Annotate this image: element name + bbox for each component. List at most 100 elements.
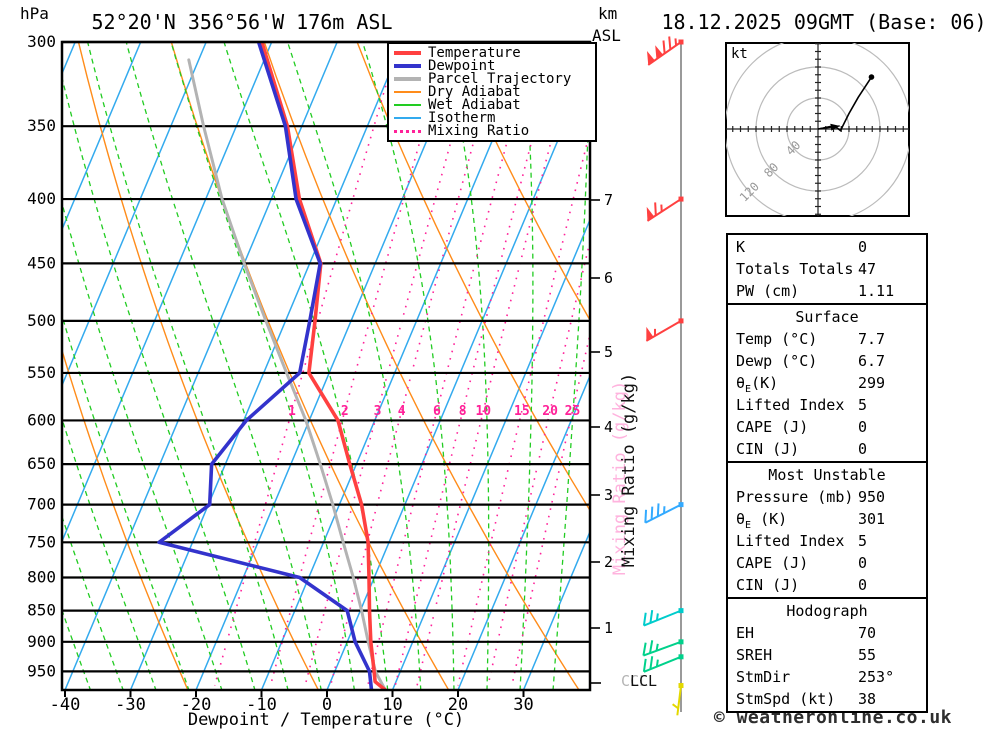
- svg-text:2: 2: [341, 404, 349, 419]
- table-row: Totals Totals 47: [736, 260, 877, 278]
- isotherm-line-sample: [394, 117, 421, 120]
- table-row: StmDir 253°: [736, 668, 895, 686]
- table-section-most-unstable: Most Unstable Pressure (mb) 950 θE (K) 301…: [726, 461, 928, 599]
- table-row: CAPE (J) 0: [736, 554, 868, 572]
- table-row: θE(K) 299: [736, 374, 886, 395]
- run-title: 18.12.2025 09GMT (Base: 06): [661, 10, 987, 34]
- wind-barb: [646, 196, 684, 222]
- background-lines: [62, 42, 590, 690]
- svg-text:4: 4: [604, 418, 613, 436]
- svg-text:10: 10: [382, 695, 402, 715]
- wind-barb: [642, 639, 684, 657]
- svg-text:25: 25: [565, 404, 581, 419]
- table-row: CIN (J) 0: [736, 576, 868, 594]
- dewpoint-curve: [157, 42, 374, 690]
- mixing-ratio-line-sample: [394, 129, 421, 133]
- table-row: SREH 55: [736, 646, 877, 664]
- table-row: Dewp (°C) 6.7: [736, 352, 886, 370]
- table-row: Pressure (mb) 950: [736, 488, 886, 506]
- ccl-marker-label: CCL: [621, 672, 649, 690]
- legend-item-dry-adiabat: Dry Adiabat: [394, 84, 595, 100]
- svg-text:350: 350: [27, 116, 56, 135]
- svg-text:1: 1: [604, 619, 613, 637]
- altitude-unit-label: km: [598, 4, 618, 23]
- svg-text:700: 700: [27, 495, 56, 514]
- legend-item-parcel: Parcel Trajectory: [394, 71, 595, 87]
- parcel-line-sample: [394, 76, 421, 81]
- legend-item-dewpoint: Dewpoint: [394, 58, 595, 74]
- section-header: Surface: [795, 308, 859, 326]
- wind-barb-column: [642, 36, 684, 716]
- plot-frame: [60, 40, 592, 692]
- svg-text:400: 400: [27, 189, 56, 208]
- svg-text:450: 450: [27, 253, 56, 272]
- svg-text:850: 850: [27, 601, 56, 620]
- svg-text:2: 2: [604, 553, 613, 571]
- svg-text:8: 8: [459, 404, 467, 419]
- svg-text:3: 3: [604, 486, 613, 504]
- svg-text:950: 950: [27, 661, 56, 680]
- legend-item-mixing-ratio: Mixing Ratio: [394, 123, 595, 139]
- svg-text:-20: -20: [181, 695, 212, 715]
- wet-adiabat-line-sample: [394, 103, 421, 106]
- svg-text:6: 6: [433, 404, 441, 419]
- temperature-line-sample: [394, 50, 421, 55]
- svg-text:7: 7: [604, 191, 613, 209]
- svg-text:6: 6: [604, 269, 613, 287]
- svg-text:650: 650: [27, 454, 56, 473]
- table-row: Temp (°C) 7.7: [736, 330, 886, 348]
- table-row: PW (cm) 1.11: [736, 282, 895, 300]
- svg-text:0: 0: [322, 695, 332, 715]
- svg-text:500: 500: [27, 311, 56, 330]
- table-section-surface: Surface Temp (°C) 7.7 Dewp (°C) 6.7 θE(K) 2…: [726, 303, 928, 463]
- wind-barb: [647, 36, 684, 66]
- svg-text:750: 750: [27, 532, 56, 551]
- station-title: 52°20'N 356°56'W 176m ASL: [91, 10, 393, 34]
- svg-text:1: 1: [288, 404, 296, 419]
- table-row: Lifted Index 5: [736, 532, 868, 550]
- hodograph-unit-label: kt: [731, 46, 748, 62]
- lcl-marker-label: LCL: [630, 672, 658, 690]
- svg-text:4: 4: [398, 404, 406, 419]
- wind-barb: [642, 654, 684, 673]
- svg-text:20: 20: [448, 695, 468, 715]
- table-row: StmSpd (kt) 38: [736, 690, 877, 708]
- svg-text:15: 15: [514, 404, 530, 419]
- pressure-unit-label: hPa: [20, 4, 49, 23]
- wind-barb: [672, 683, 684, 716]
- dry-adiabat-line-sample: [394, 90, 421, 93]
- svg-text:20: 20: [542, 404, 558, 419]
- svg-text:300: 300: [27, 32, 56, 51]
- svg-text:3: 3: [374, 404, 382, 419]
- temperature-curve: [259, 42, 388, 690]
- wind-barb: [642, 608, 684, 627]
- svg-text:900: 900: [27, 632, 56, 651]
- svg-text:-10: -10: [246, 695, 277, 715]
- svg-text:30: 30: [513, 695, 533, 715]
- svg-text:600: 600: [27, 410, 56, 429]
- altitude-ref-label: ASL: [592, 26, 621, 45]
- mixing-ratio-axis-label: Mixing Ratio (g/kg): [619, 372, 639, 568]
- sounding-curves: [157, 42, 388, 690]
- legend-item-wet-adiabat: Wet Adiabat: [394, 97, 595, 113]
- dewpoint-line-sample: [394, 63, 421, 68]
- table-row: CAPE (J) 0: [736, 418, 868, 436]
- section-header: Hodograph: [786, 602, 868, 620]
- table-section-hodograph: Hodograph EH 70 SREH 55 StmDir 253° StmSpd …: [726, 597, 928, 713]
- svg-text:5: 5: [604, 343, 613, 361]
- wind-barb: [645, 318, 684, 342]
- legend-item-temperature: Temperature: [394, 45, 595, 61]
- legend: Temperature Dewpoint Parcel Trajectory D…: [387, 42, 597, 142]
- wind-barb: [644, 502, 684, 524]
- svg-text:10: 10: [475, 404, 491, 419]
- table-row: EH 70: [736, 624, 877, 642]
- x-axis-title: Dewpoint / Temperature (°C): [187, 710, 465, 730]
- table-row: Lifted Index 5: [736, 396, 868, 414]
- svg-text:-30: -30: [115, 695, 146, 715]
- svg-text:-40: -40: [50, 695, 81, 715]
